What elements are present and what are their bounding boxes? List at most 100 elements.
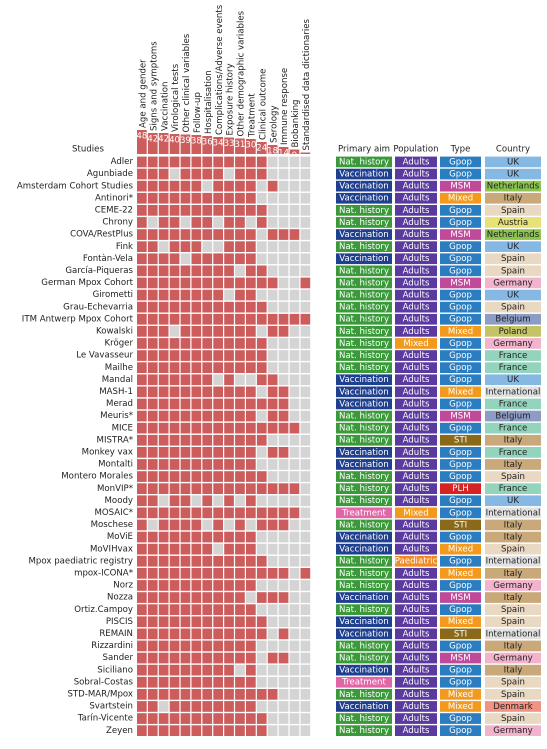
attribute-label: Nat. history xyxy=(339,363,389,373)
cell xyxy=(137,604,147,615)
attribute-box xyxy=(440,483,481,494)
cell xyxy=(158,362,169,373)
cell xyxy=(147,350,158,361)
attribute-box xyxy=(440,301,481,313)
attribute-box xyxy=(440,422,481,434)
cell xyxy=(180,592,191,603)
attribute-box xyxy=(485,689,541,700)
attribute-box xyxy=(485,192,541,204)
cell xyxy=(289,192,300,204)
cell xyxy=(180,180,191,192)
cell xyxy=(147,168,158,180)
cell xyxy=(267,519,278,531)
cell xyxy=(137,301,147,313)
cell xyxy=(246,725,256,736)
attribute-box xyxy=(440,241,481,252)
count-bar xyxy=(169,134,180,154)
cell xyxy=(278,229,289,240)
attribute-label: Vaccination xyxy=(339,399,389,409)
cell xyxy=(202,277,213,289)
cell xyxy=(169,277,180,289)
cell xyxy=(235,519,245,531)
attribute-label: Adults xyxy=(403,351,430,361)
cell xyxy=(202,338,213,349)
cell xyxy=(169,362,180,373)
attribute-label: Gpop xyxy=(449,557,472,567)
study-name: PISCIS xyxy=(106,617,133,627)
cell xyxy=(213,192,223,204)
cell xyxy=(213,640,223,652)
cell xyxy=(213,701,223,712)
cell xyxy=(169,350,180,361)
attribute-label: Gpop xyxy=(449,375,472,385)
attribute-label: Adults xyxy=(403,315,430,325)
cell xyxy=(147,410,158,422)
cell xyxy=(169,168,180,180)
cell xyxy=(202,616,213,628)
attribute-label: Gpop xyxy=(449,424,472,434)
attribute-label: Spain xyxy=(501,472,525,482)
cell xyxy=(289,568,300,579)
cell xyxy=(147,483,158,494)
attribute-box xyxy=(440,568,481,579)
cell xyxy=(191,531,202,543)
cell xyxy=(256,652,267,664)
cell xyxy=(213,301,223,313)
attribute-box xyxy=(485,640,541,652)
cell xyxy=(235,241,245,252)
study-name: Antinori* xyxy=(95,193,134,203)
cell xyxy=(300,205,311,216)
cell xyxy=(235,652,245,664)
count-bar xyxy=(246,139,256,154)
study-name: Merad xyxy=(106,399,133,409)
cell xyxy=(267,701,278,712)
attribute-label: International xyxy=(486,629,541,639)
attribute-label: Adults xyxy=(403,157,430,167)
cell xyxy=(158,180,169,192)
attribute-label: Gpop xyxy=(449,399,472,409)
attribute-label: Vaccination xyxy=(339,545,389,555)
cell xyxy=(180,447,191,458)
attribute-box xyxy=(440,580,481,591)
cell xyxy=(278,265,289,277)
cell xyxy=(256,664,267,676)
study-name: MASH-1 xyxy=(99,387,133,397)
cell xyxy=(147,616,158,628)
attribute-box xyxy=(485,362,541,373)
cell xyxy=(191,386,202,398)
cell xyxy=(300,592,311,603)
cell xyxy=(180,616,191,628)
count-bar xyxy=(213,137,223,154)
cell xyxy=(278,507,289,519)
cell xyxy=(300,313,311,325)
cell xyxy=(278,313,289,325)
cell xyxy=(246,495,256,507)
column-label: Biobanking xyxy=(291,100,301,148)
study-name: Girometti xyxy=(93,290,133,300)
attribute-box xyxy=(485,313,541,325)
cell xyxy=(256,277,267,289)
cell xyxy=(300,229,311,240)
attribute-label: Nat. history xyxy=(339,436,389,446)
attribute-label: Adults xyxy=(403,278,430,288)
column-label: Exposure history xyxy=(226,63,236,135)
cell xyxy=(147,265,158,277)
cell xyxy=(158,422,169,434)
cell xyxy=(137,713,147,724)
cell xyxy=(180,277,191,289)
cell xyxy=(180,495,191,507)
cell xyxy=(137,386,147,398)
cell xyxy=(300,168,311,180)
cell xyxy=(235,604,245,615)
cell xyxy=(158,398,169,410)
cell xyxy=(158,326,169,337)
cell xyxy=(267,628,278,640)
cell xyxy=(278,531,289,543)
cell xyxy=(169,471,180,482)
cell xyxy=(235,301,245,313)
cell xyxy=(224,531,234,543)
attribute-label: Gpop xyxy=(449,218,472,228)
attribute-label: Germany xyxy=(493,339,533,349)
cell xyxy=(147,301,158,313)
count-bar xyxy=(202,136,213,154)
